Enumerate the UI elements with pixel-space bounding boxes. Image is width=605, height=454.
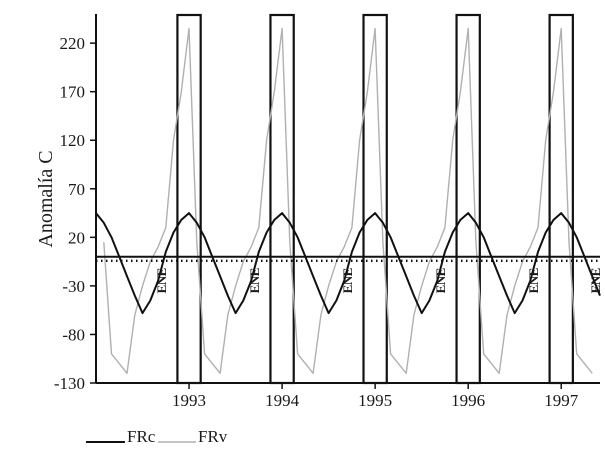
x-tick-label: 1996 [451,391,485,410]
x-tick-label: 1995 [358,391,392,410]
month-markers: ENE ENE ENE ENE ENE ENE [154,268,603,293]
y-tick-label: 20 [68,228,85,247]
x-tick-label: 1997 [544,391,579,410]
legend-label-frc: FRc [127,427,156,446]
y-tick-label: -30 [62,277,85,296]
highlight-box-4 [455,13,481,385]
axes: -130 -80 -30 20 70 120 170 220 1993 1994 1995 1996 1… [54,14,600,410]
highlight-box-2 [269,13,295,385]
y-tick-label: 70 [68,180,85,199]
zero-reference-line [96,255,600,262]
highlight-box-5 [548,13,574,385]
x-tick-label: 1994 [265,391,300,410]
month-marker-label: ENE [433,268,448,293]
series-line-frv [103,27,593,374]
y-tick-label: -80 [62,325,85,344]
series-line-frc [95,212,601,315]
y-tick-label: 120 [60,131,86,150]
highlight-box-3 [362,13,388,385]
month-marker-label: ENE [247,268,262,293]
highlight-box-1 [176,13,202,385]
month-marker-label: ENE [154,268,169,293]
y-tick-label: 220 [60,34,86,53]
month-marker-label: ENE [588,268,603,293]
series-lines [95,27,601,374]
legend-label-frv: FRv [198,427,228,446]
month-marker-label: ENE [526,268,541,293]
y-tick-label: -130 [54,374,85,393]
y-tick-label: 170 [60,83,86,102]
x-tick-label: 1993 [172,391,206,410]
y-axis-title: Anomalía C [35,150,57,247]
highlight-boxes [176,13,574,385]
month-marker-label: ENE [340,268,355,293]
legend: FRc FRv [86,427,228,446]
